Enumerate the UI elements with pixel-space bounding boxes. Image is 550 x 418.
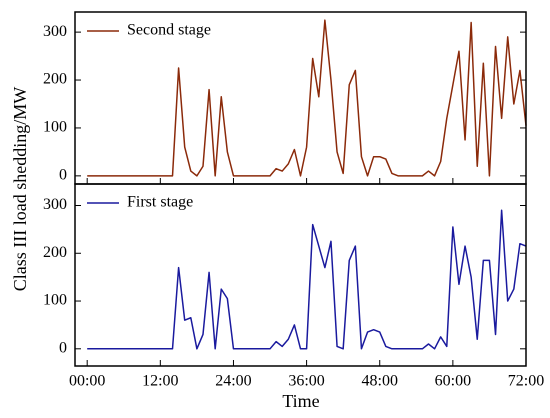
y-tick-label: 0 bbox=[59, 167, 67, 184]
y-tick-label: 300 bbox=[43, 23, 67, 40]
x-axis-label: Time bbox=[282, 391, 319, 411]
y-axis-label: Class III load shedding/MW bbox=[10, 87, 30, 291]
x-tick-label: 24:00 bbox=[215, 373, 251, 390]
y-tick-label: 0 bbox=[59, 339, 67, 356]
y-tick-label: 300 bbox=[43, 196, 67, 213]
y-tick-label: 100 bbox=[43, 119, 67, 136]
x-tick-label: 00:00 bbox=[69, 373, 105, 390]
legend-label: Second stage bbox=[127, 22, 211, 39]
data-line bbox=[87, 19, 527, 177]
x-tick-label: 72:00 bbox=[508, 373, 544, 390]
y-tick-label: 200 bbox=[43, 71, 67, 88]
data-line bbox=[87, 209, 527, 350]
x-tick-label: 48:00 bbox=[362, 373, 398, 390]
y-tick-label: 100 bbox=[43, 292, 67, 309]
legend-label: First stage bbox=[127, 194, 193, 211]
x-tick-label: 60:00 bbox=[435, 373, 471, 390]
plot-frame bbox=[74, 183, 527, 367]
y-tick-label: 200 bbox=[43, 244, 67, 261]
x-tick-label: 36:00 bbox=[288, 373, 324, 390]
x-tick-label: 12:00 bbox=[142, 373, 178, 390]
